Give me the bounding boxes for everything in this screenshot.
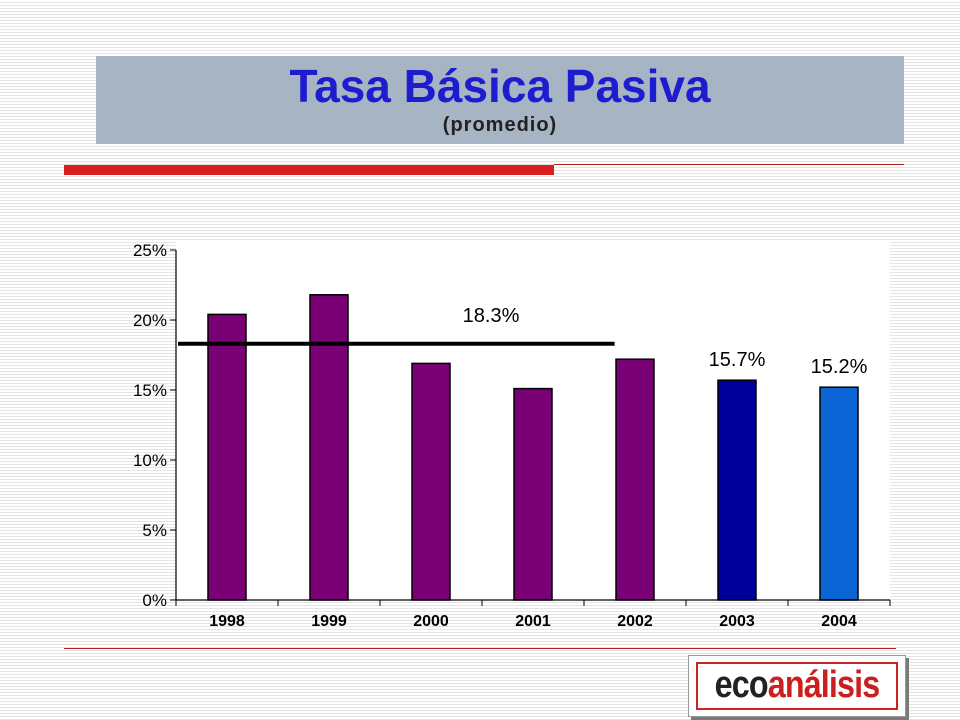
reference-line-label: 18.3% xyxy=(463,305,520,327)
bar-1998 xyxy=(207,313,247,601)
bar-2003 xyxy=(717,379,757,601)
x-tick-label: 1999 xyxy=(311,613,347,630)
x-tick-label: 2004 xyxy=(821,613,857,630)
y-tick-label: 20% xyxy=(133,311,167,330)
y-tick-label: 25% xyxy=(133,241,167,260)
chart-subtitle: (promedio) xyxy=(442,114,558,136)
y-tick-label: 5% xyxy=(142,521,167,540)
x-tick-label: 2001 xyxy=(515,613,551,630)
y-tick-label: 0% xyxy=(142,591,167,610)
bar-1999 xyxy=(309,294,349,601)
bar-2004 xyxy=(819,386,859,601)
title-banner: Tasa Básica Pasiva (promedio) xyxy=(96,56,904,144)
bar-2002 xyxy=(615,358,655,601)
x-tick-label: 2002 xyxy=(617,613,653,630)
x-tick-label: 1998 xyxy=(209,613,245,630)
ecoanalisis-logo: ecoanálisis xyxy=(688,655,906,717)
y-tick-label: 15% xyxy=(133,381,167,400)
bar-2000 xyxy=(411,362,451,601)
bar-2001 xyxy=(513,387,553,601)
x-tick-label: 2003 xyxy=(719,613,755,630)
bottom-divider-line xyxy=(64,648,896,649)
y-tick-label: 10% xyxy=(133,451,167,470)
chart-title: Tasa Básica Pasiva xyxy=(289,60,711,112)
logo-eco-text: eco xyxy=(714,664,769,706)
data-label-2004: 15.2% xyxy=(811,356,868,378)
top-divider-line xyxy=(554,164,904,165)
x-tick-label: 2000 xyxy=(413,613,449,630)
red-accent-bar xyxy=(64,165,554,175)
logo-analisis-text: análisis xyxy=(767,664,881,706)
data-label-2003: 15.7% xyxy=(709,349,766,371)
